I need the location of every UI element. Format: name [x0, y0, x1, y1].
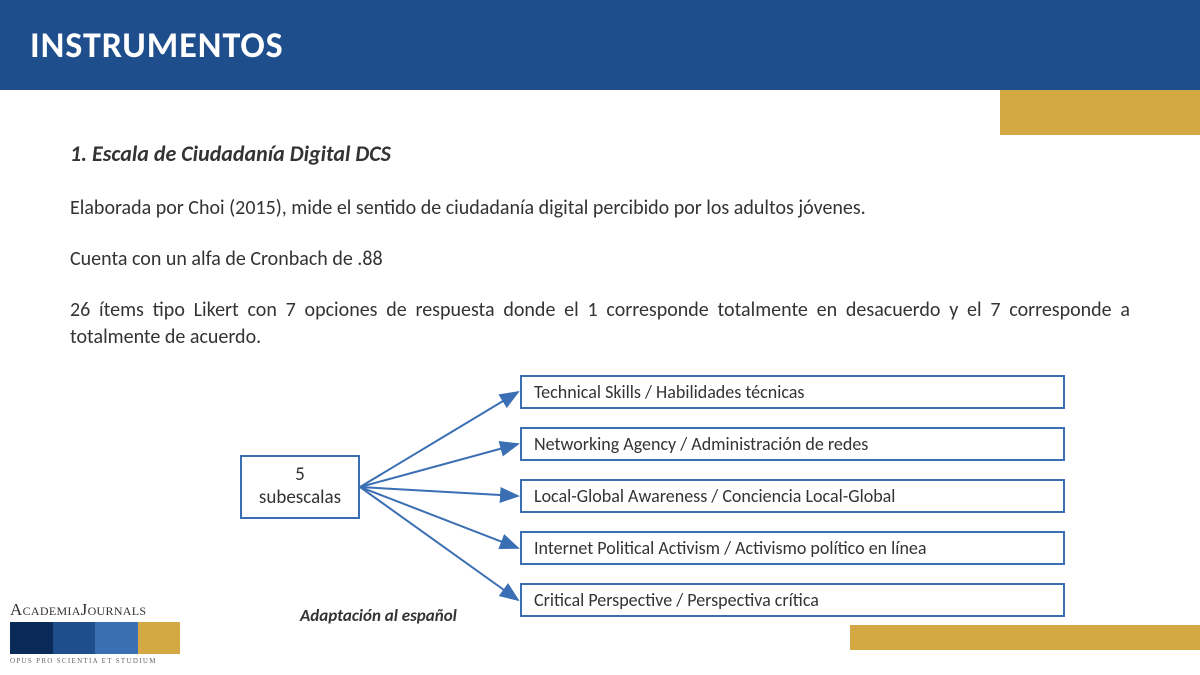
paragraph-items: 26 ítems tipo Likert con 7 opciones de r…	[70, 297, 1130, 351]
content-area: 1. Escala de Ciudadanía Digital DCS Elab…	[0, 90, 1200, 625]
footer-logo: AcademiaJournals OPUS PRO SCIENTIA ET ST…	[10, 600, 200, 665]
diagram-leaf-local-global-awareness: Local-Global Awareness / Conciencia Loca…	[520, 479, 1065, 513]
accent-bar-bottom	[850, 625, 1200, 650]
logo-bar-2	[53, 622, 96, 654]
page-title: INSTRUMENTOS	[30, 23, 284, 67]
logo-text: AcademiaJournals	[10, 600, 200, 620]
logo-bar-4	[138, 622, 181, 654]
paragraph-description: Elaborada por Choi (2015), mide el senti…	[70, 195, 1130, 222]
logo-bar-1	[10, 622, 53, 654]
logo-bars	[10, 622, 180, 654]
diagram-caption: Adaptación al español	[300, 605, 457, 626]
diagram-root-box: 5 subescalas	[240, 455, 360, 519]
logo-subtitle: OPUS PRO SCIENTIA ET STUDIUM	[10, 657, 200, 665]
subscale-diagram: 5 subescalas Technical Skills / Habilida…	[70, 375, 1130, 625]
diagram-leaf-technical-skills: Technical Skills / Habilidades técnicas	[520, 375, 1065, 409]
logo-brand-name: AcademiaJournals	[10, 600, 146, 619]
section-title: 1. Escala de Ciudadanía Digital DCS	[70, 140, 1130, 167]
accent-bar-top	[1000, 90, 1200, 135]
diagram-leaf-internet-activism: Internet Political Activism / Activismo …	[520, 531, 1065, 565]
diagram-leaf-networking-agency: Networking Agency / Administración de re…	[520, 427, 1065, 461]
paragraph-cronbach: Cuenta con un alfa de Cronbach de .88	[70, 246, 1130, 273]
logo-bar-3	[95, 622, 138, 654]
header-bar: INSTRUMENTOS	[0, 0, 1200, 90]
diagram-leaf-critical-perspective: Critical Perspective / Perspectiva críti…	[520, 583, 1065, 617]
